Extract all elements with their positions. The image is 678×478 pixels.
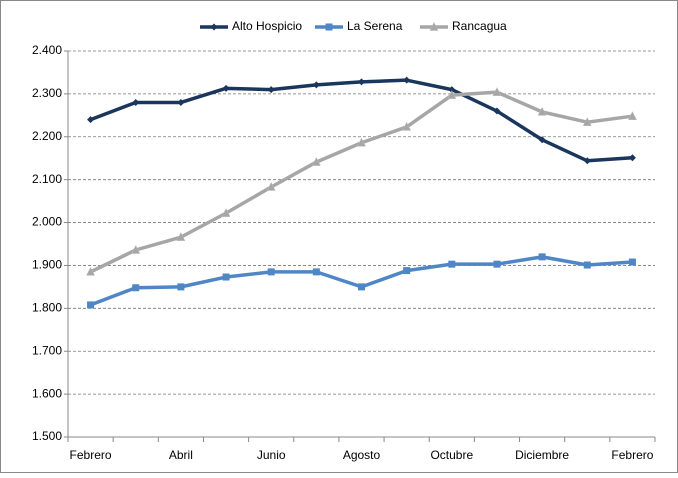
x-tick-label: Diciembre (515, 448, 569, 462)
point (628, 111, 637, 120)
y-tick-label: 1.600 (32, 386, 62, 400)
point (447, 90, 457, 99)
point (266, 181, 276, 191)
point (132, 98, 140, 106)
legend-label: Rancagua (452, 19, 507, 33)
point (132, 284, 140, 292)
point (325, 23, 333, 31)
x-tick-label: Octubre (430, 448, 473, 462)
point (131, 244, 141, 254)
point (221, 208, 231, 217)
point (448, 86, 456, 94)
point (537, 106, 547, 116)
point (583, 261, 591, 269)
point (403, 76, 411, 84)
point (358, 283, 365, 291)
point (312, 81, 320, 89)
point (429, 21, 439, 31)
y-tick-label: 2.400 (32, 43, 62, 57)
y-tick-label: 1.900 (32, 258, 62, 272)
point (628, 154, 636, 162)
point (628, 258, 636, 266)
point (222, 84, 230, 92)
point (87, 116, 95, 124)
y-tick-label: 1.500 (32, 429, 62, 443)
point (403, 267, 411, 275)
legend-label: Alto Hospicio (232, 19, 302, 33)
point (493, 260, 501, 268)
point (210, 23, 218, 31)
legend-label: La Serena (347, 19, 403, 33)
point (493, 107, 501, 115)
point (357, 137, 366, 147)
point (86, 266, 95, 276)
point (358, 78, 365, 86)
point (87, 301, 95, 309)
point (448, 260, 456, 268)
point (538, 136, 546, 144)
x-tick-label: Febrero (611, 448, 653, 462)
point (267, 268, 275, 276)
point (402, 121, 412, 131)
point (538, 253, 546, 261)
x-tick-label: Febrero (70, 448, 112, 462)
y-tick-label: 1.800 (32, 301, 62, 315)
point (312, 268, 320, 276)
point (176, 232, 186, 241)
y-tick-label: 2.100 (32, 172, 62, 186)
point (582, 117, 592, 126)
point (222, 273, 230, 281)
point (267, 86, 275, 94)
y-tick-label: 2.300 (32, 86, 62, 100)
y-tick-label: 2.000 (32, 215, 62, 229)
point (311, 157, 321, 166)
x-tick-label: Agosto (343, 448, 381, 462)
y-tick-label: 2.200 (32, 129, 62, 143)
y-tick-label: 1.700 (32, 343, 62, 357)
point (177, 283, 185, 291)
point (177, 98, 185, 106)
x-tick-label: Junio (257, 448, 286, 462)
point (583, 157, 591, 165)
x-tick-label: Abril (169, 448, 193, 462)
point (492, 87, 502, 96)
